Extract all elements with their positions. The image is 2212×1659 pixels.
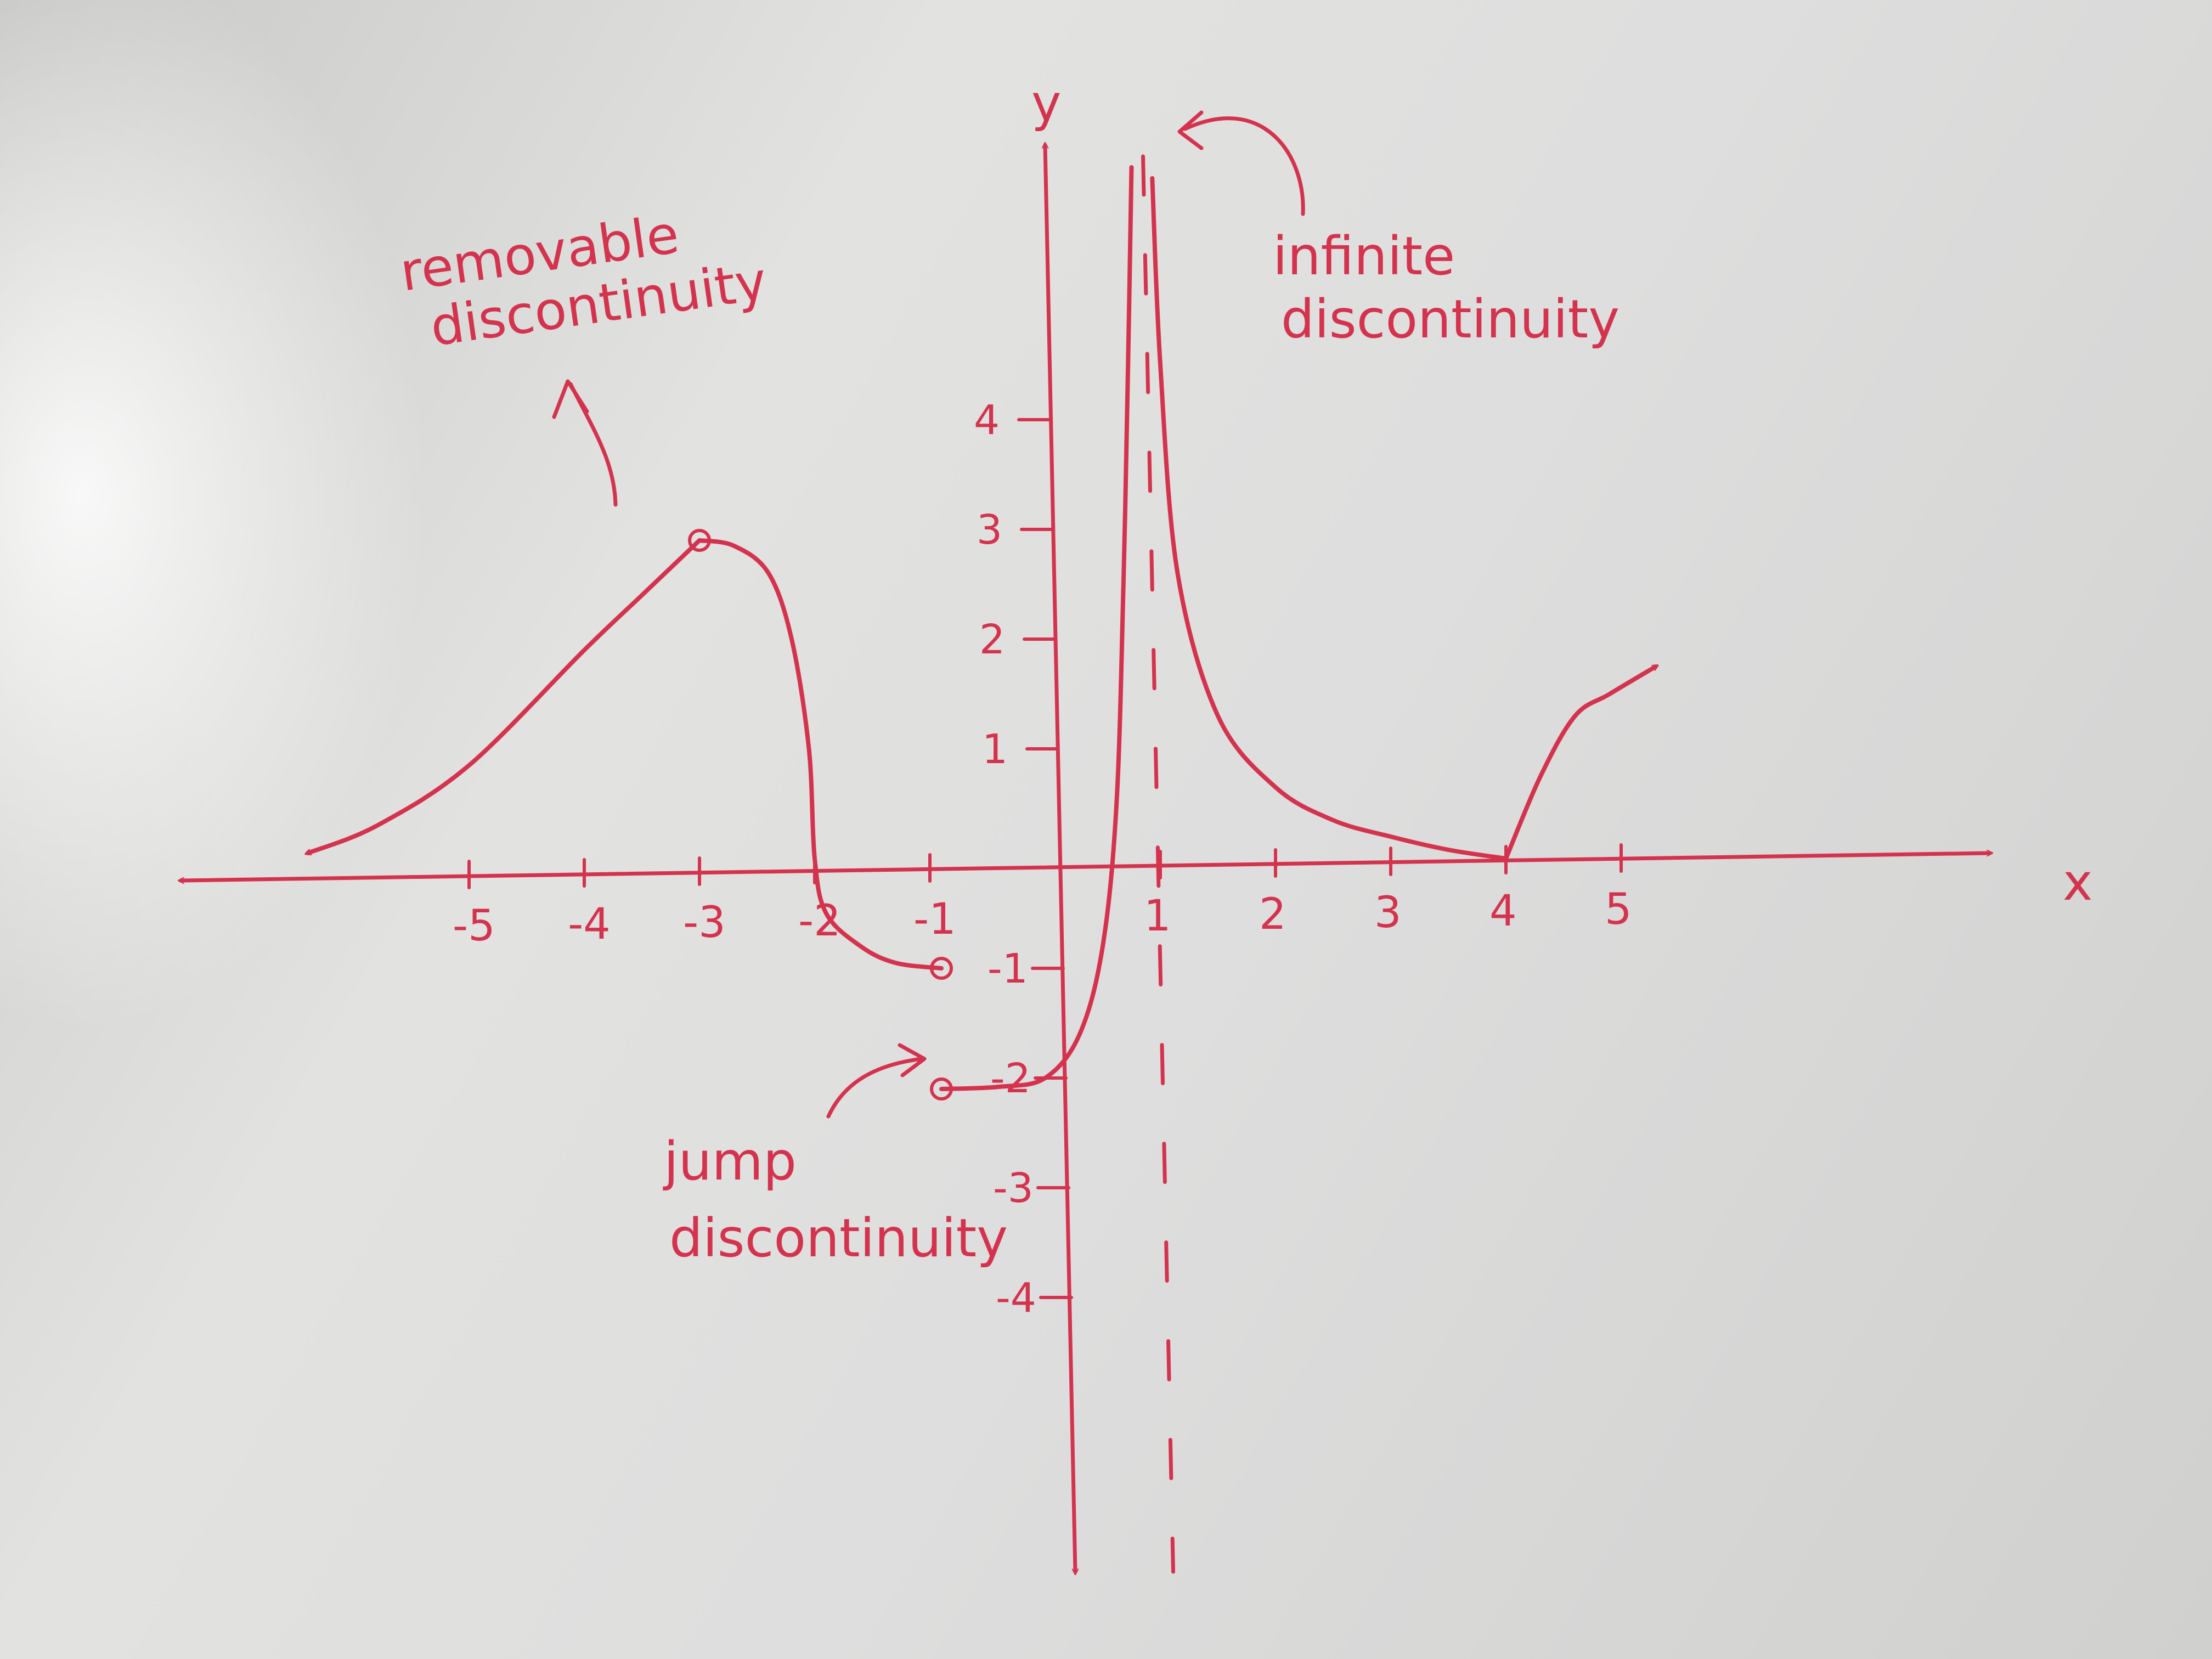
x-tick-label-0: -5 (453, 901, 495, 951)
curve-segment-1 (697, 538, 944, 970)
y-axis-line (1045, 145, 1075, 1572)
annotation-jump: jump discontinuity (663, 1043, 1008, 1269)
x-tick-label-9: 5 (1605, 885, 1632, 934)
x-axis-line (181, 853, 1990, 881)
annotation-jump-line1: jump (663, 1131, 797, 1192)
open-point-1 (930, 957, 953, 980)
annotation-infinite-arrowhead (1177, 110, 1204, 150)
x-tick-label-5: 1 (1144, 891, 1171, 941)
annotation-removable-arrowhead (552, 379, 589, 419)
annotation-infinite-line1: infinite (1273, 225, 1455, 287)
open-point-2 (930, 1077, 953, 1101)
annotation-removable-pointer (568, 382, 618, 507)
y-tick-label-0: 4 (974, 397, 1000, 444)
curve-segment-4 (1504, 667, 1656, 861)
curve-segment-3 (1150, 176, 1508, 861)
annotation-infinite-line2: discontinuity (1281, 289, 1620, 350)
y-tick-label-4: -1 (988, 945, 1028, 992)
annotation-jump-arrowhead (898, 1043, 927, 1077)
x-tick-label-4: -1 (913, 895, 956, 944)
annotation-infinite: infinite discontinuity (1177, 110, 1620, 350)
annotation-jump-line2: discontinuity (669, 1207, 1008, 1269)
y-tick-label-3: 1 (982, 726, 1008, 773)
y-tick-label-2: 2 (979, 616, 1005, 663)
y-tick-label-6: -3 (993, 1165, 1034, 1212)
x-tick-label-8: 4 (1489, 887, 1517, 936)
x-axis-label: x (2063, 853, 2092, 912)
x-tick-label-6: 2 (1259, 890, 1286, 939)
annotation-infinite-pointer (1183, 116, 1305, 216)
annotation-removable: removable discontinuity (397, 204, 770, 507)
x-tick-label-1: -4 (568, 900, 611, 949)
x-tick-label-2: -3 (683, 898, 726, 947)
y-tick-label-7: -4 (996, 1274, 1036, 1322)
y-axis-label: y (1031, 74, 1061, 133)
annotation-jump-pointer (826, 1057, 924, 1119)
vertical-asymptote (1141, 154, 1175, 1574)
curve-segment-2 (939, 165, 1134, 1091)
x-tick-label-3: -2 (798, 896, 841, 946)
y-tick-label-5: -2 (990, 1055, 1031, 1102)
y-tick-label-1: 3 (977, 506, 1002, 554)
open-point-0 (688, 529, 711, 552)
x-tick-label-7: 3 (1374, 888, 1402, 938)
curve-segment-0 (308, 538, 702, 853)
